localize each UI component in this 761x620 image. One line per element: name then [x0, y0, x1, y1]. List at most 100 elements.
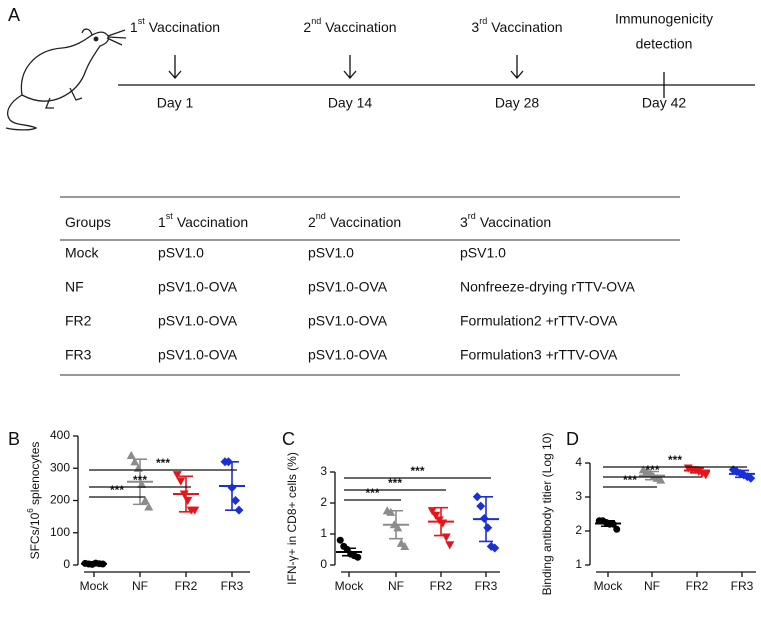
x-tick-label: FR3	[475, 579, 498, 593]
data-point	[336, 536, 344, 544]
panel-label: C	[282, 429, 295, 449]
data-point	[140, 496, 150, 505]
y-tick-label: 0	[63, 557, 70, 571]
data-point	[130, 457, 140, 466]
label-part: splenocytes	[28, 442, 42, 509]
x-tick-label: FR2	[686, 579, 709, 593]
ordinal: 2	[308, 214, 316, 230]
label: Vaccination	[330, 214, 401, 230]
data-point	[386, 507, 396, 516]
significance-label: ***	[365, 486, 379, 500]
sd-whisker	[645, 470, 659, 481]
table-cell: FR3	[65, 347, 92, 363]
x-tick-label: Mock	[80, 579, 110, 593]
label: Vaccination	[491, 19, 562, 35]
y-axis-label: IFN-γ+ in CD8+ cells (%)	[285, 452, 299, 585]
panel-label: B	[8, 429, 20, 449]
significance-label: ***	[668, 453, 682, 467]
data-point	[476, 501, 486, 511]
event-label: detection	[636, 36, 693, 52]
data-point	[483, 523, 493, 533]
event-label: Immunogenicity	[615, 11, 713, 27]
y-tick-label: 400	[50, 428, 70, 442]
panel-label: A	[8, 5, 20, 25]
label: Vaccination	[149, 19, 220, 35]
data-point	[172, 471, 182, 480]
event-day: Day 42	[642, 95, 687, 111]
table-cell: FR2	[65, 313, 92, 329]
table-header: Groups	[65, 214, 111, 230]
table-cell: pSV1.0-OVA	[308, 313, 388, 329]
data-point	[431, 511, 441, 520]
ordinal: 3	[471, 19, 479, 35]
event-label: 1st Vaccination	[130, 16, 220, 34]
table-cell: Formulation2 +rTTV-OVA	[460, 313, 618, 329]
table-cell: Nonfreeze-drying rTTV-OVA	[460, 279, 635, 295]
event-label: 2nd Vaccination	[303, 16, 396, 34]
event-arrow	[510, 55, 524, 79]
y-tick-label: 0	[320, 557, 327, 571]
y-axis-label: SFCs/106 splenocytes	[26, 442, 42, 560]
label-part: SFCs/10	[28, 512, 42, 559]
data-point	[441, 533, 451, 542]
label-part: Binding antibody titier (Log 10)	[540, 433, 554, 596]
superscript: nd	[311, 16, 321, 26]
significance-label: ***	[110, 483, 124, 497]
data-point	[176, 477, 186, 486]
data-point	[144, 502, 154, 511]
data-point	[445, 541, 455, 550]
data-point	[746, 473, 756, 483]
data-point	[613, 525, 621, 533]
x-tick-label: Mock	[594, 579, 624, 593]
sd-whisker	[479, 496, 493, 543]
table-cell: pSV1.0-OVA	[308, 347, 388, 363]
table-cell: pSV1.0-OVA	[158, 279, 238, 295]
significance-label: ***	[645, 463, 659, 477]
label: Vaccination	[480, 214, 551, 230]
y-tick-label: 2	[575, 523, 582, 537]
significance-label: ***	[156, 456, 170, 470]
table-cell: pSV1.0-OVA	[158, 347, 238, 363]
significance-label: ***	[623, 473, 637, 487]
table-cell: pSV1.0-OVA	[158, 313, 238, 329]
label-part: IFN-γ+ in CD8+ cells (%)	[285, 452, 299, 585]
data-point	[400, 541, 410, 550]
event-day: Day 14	[328, 95, 373, 111]
y-tick-label: 100	[50, 525, 70, 539]
x-tick-label: Mock	[335, 579, 365, 593]
table-cell: Formulation3 +rTTV-OVA	[460, 347, 618, 363]
mouse-drawing	[5, 28, 127, 131]
y-tick-label: 3	[575, 489, 582, 503]
data-point	[490, 543, 500, 553]
x-tick-label: FR2	[175, 579, 198, 593]
label: Vaccination	[325, 19, 396, 35]
label: Groups	[65, 214, 111, 230]
table-cell: pSV1.0	[158, 245, 204, 261]
ordinal: 1	[130, 19, 138, 35]
label: Vaccination	[177, 214, 248, 230]
data-point	[472, 492, 482, 502]
y-axis-label: Binding antibody titier (Log 10)	[540, 433, 554, 596]
x-tick-label: NF	[132, 579, 148, 593]
x-tick-label: FR2	[430, 579, 453, 593]
table-header: 2nd Vaccination	[308, 211, 401, 229]
y-tick-label: 4	[575, 455, 582, 469]
x-tick-label: FR3	[221, 579, 244, 593]
sd-whisker	[342, 547, 356, 557]
sd-whisker	[735, 469, 749, 479]
table-header: 3rd Vaccination	[460, 211, 551, 229]
y-tick-label: 2	[320, 495, 327, 509]
superscript: rd	[468, 211, 476, 221]
ordinal: 2	[303, 19, 311, 35]
x-tick-label: NF	[644, 579, 660, 593]
data-point	[656, 475, 666, 484]
superscript: st	[166, 211, 174, 221]
sd-whisker	[87, 562, 101, 566]
data-point	[126, 450, 136, 459]
event-day: Day 1	[157, 95, 194, 111]
y-tick-label: 1	[575, 557, 582, 571]
superscript: nd	[316, 211, 326, 221]
table-cell: pSV1.0	[460, 245, 506, 261]
event-day: Day 28	[495, 95, 540, 111]
